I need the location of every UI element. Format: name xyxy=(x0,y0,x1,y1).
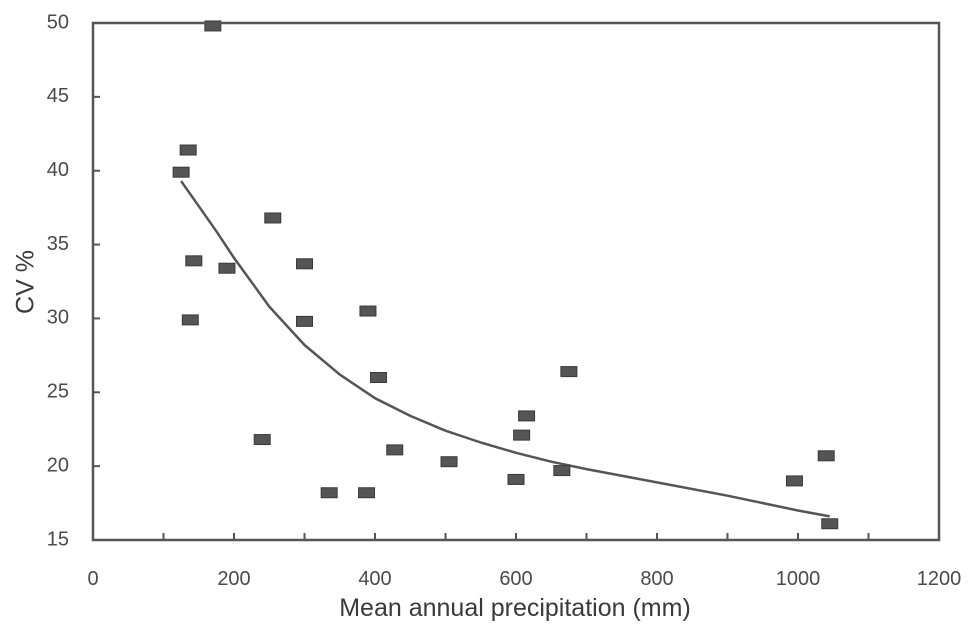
data-point xyxy=(785,475,803,487)
data-point xyxy=(218,262,236,274)
plot-area-frame xyxy=(91,21,941,542)
data-point xyxy=(507,473,525,485)
data-point xyxy=(253,434,271,446)
y-tick-label: 35 xyxy=(47,233,69,255)
data-point xyxy=(370,372,388,384)
y-axis-title-group: CV % xyxy=(12,250,40,314)
x-tick-label: 800 xyxy=(640,568,673,590)
x-tick-label: 0 xyxy=(87,568,98,590)
data-point xyxy=(560,366,578,378)
y-tick-label: 30 xyxy=(47,307,69,329)
data-point xyxy=(386,444,404,456)
data-point xyxy=(264,212,282,224)
trend-line xyxy=(180,180,830,518)
data-point xyxy=(296,315,313,327)
data-point xyxy=(320,487,338,499)
trend-line-group xyxy=(180,180,830,518)
y-tick-label: 15 xyxy=(47,528,69,550)
x-axis-title: Mean annual precipitation (mm) xyxy=(339,594,691,622)
data-point xyxy=(518,410,536,422)
x-tick-label: 600 xyxy=(499,568,532,590)
data-point xyxy=(185,255,203,267)
tick-group: 15 20 25 30 35 40 45 50 0 200 400 600 800 1000 1200 xyxy=(47,11,962,590)
data-point xyxy=(204,20,222,32)
data-point xyxy=(179,144,197,156)
data-point xyxy=(821,518,839,530)
data-point xyxy=(440,456,458,468)
y-tick-label: 50 xyxy=(47,11,69,33)
y-axis-title: CV % xyxy=(12,250,40,314)
y-tick-label: 20 xyxy=(47,454,69,476)
data-point xyxy=(553,465,571,477)
y-tick-label: 40 xyxy=(47,159,69,181)
x-tick-label: 1000 xyxy=(776,568,821,590)
x-tick-label: 400 xyxy=(358,568,391,590)
y-tick-label: 45 xyxy=(47,85,69,107)
data-point xyxy=(296,258,313,270)
data-point xyxy=(817,450,835,462)
data-point xyxy=(181,314,199,326)
data-point xyxy=(172,166,190,178)
data-point xyxy=(513,429,531,441)
data-point-group xyxy=(172,20,839,530)
data-point xyxy=(358,487,376,499)
x-tick-label: 200 xyxy=(217,568,250,590)
x-tick-label: 1200 xyxy=(917,568,962,590)
y-tick-label: 25 xyxy=(47,381,69,403)
data-point xyxy=(359,305,377,317)
